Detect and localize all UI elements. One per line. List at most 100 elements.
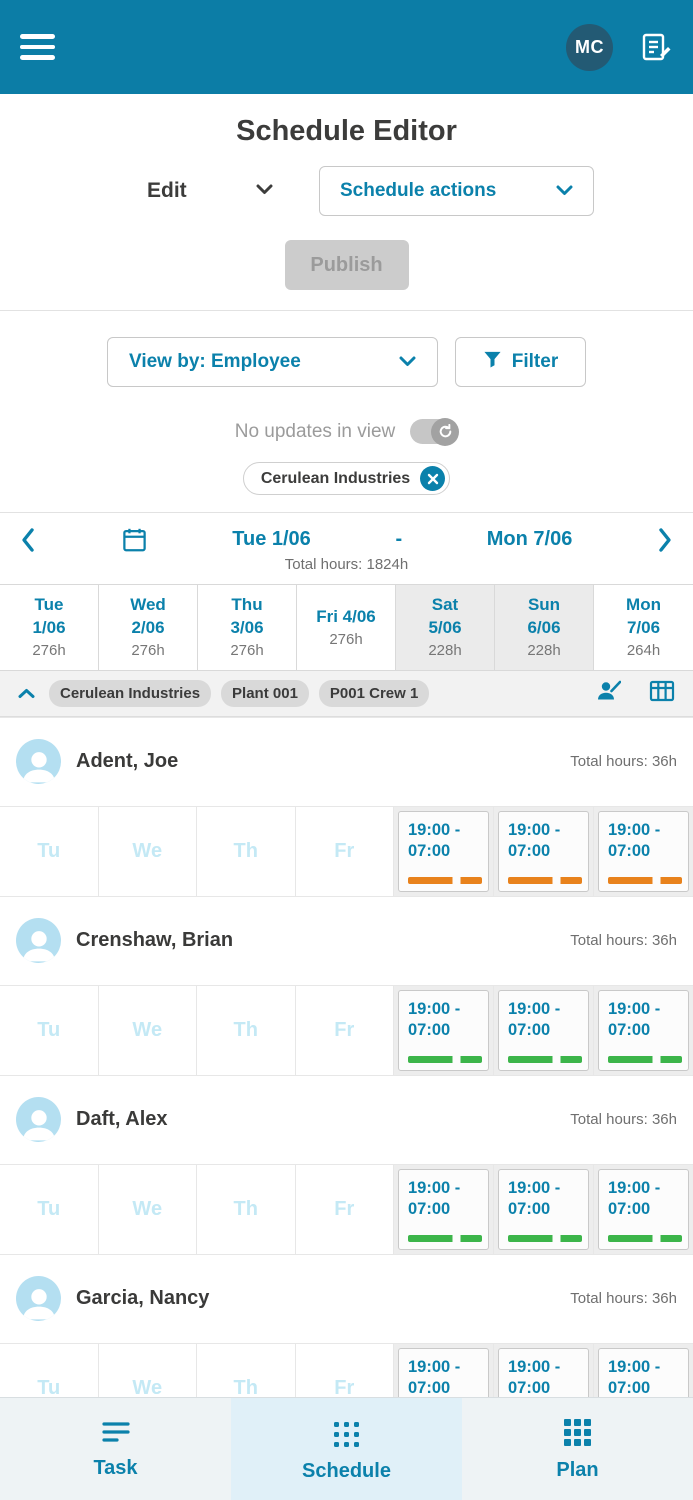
shift-cell[interactable]: 19:00 - 07:00 bbox=[594, 807, 693, 896]
week-day-cell[interactable]: Sat 5/06 228h bbox=[396, 585, 495, 670]
week-day-cell[interactable]: Fri 4/06 276h bbox=[297, 585, 396, 670]
avatar bbox=[16, 1276, 61, 1321]
employee-row-header: Garcia, Nancy Total hours: 36h bbox=[0, 1255, 693, 1343]
empty-day-cell[interactable]: Fr bbox=[296, 807, 394, 896]
tab-schedule[interactable]: Schedule bbox=[231, 1398, 462, 1500]
view-by-dropdown[interactable]: View by: Employee bbox=[107, 337, 438, 387]
filter-block: View by: Employee Filter No updates in v… bbox=[0, 311, 693, 513]
no-updates-label: No updates in view bbox=[234, 420, 396, 442]
shift-cell[interactable]: 19:00 - 07:00 bbox=[394, 1165, 494, 1254]
schedule-icon bbox=[334, 1422, 359, 1447]
schedule-actions-button[interactable]: Schedule actions bbox=[319, 166, 594, 216]
worksheet-icon[interactable] bbox=[639, 31, 673, 63]
empty-day-cell[interactable]: We bbox=[99, 1165, 197, 1254]
app-header: MC bbox=[0, 0, 693, 94]
menu-icon[interactable] bbox=[20, 34, 55, 60]
employee-total-hours: Total hours: 36h bbox=[570, 932, 677, 949]
employee-shift-grid: Tu We Th Fr 19:00 - 07:00 19:00 - 07:00 … bbox=[0, 806, 693, 896]
tab-task-label: Task bbox=[93, 1457, 138, 1479]
employee-row-header: Adent, Joe Total hours: 36h bbox=[0, 718, 693, 806]
edit-dropdown[interactable]: Edit bbox=[99, 179, 281, 203]
shift-cell[interactable]: 19:00 - 07:00 bbox=[594, 1165, 693, 1254]
filter-label: Filter bbox=[511, 351, 559, 372]
hide-empty-employees-icon[interactable] bbox=[595, 679, 622, 708]
week-start-date[interactable]: Tue 1/06 bbox=[232, 528, 311, 550]
previous-week-icon[interactable] bbox=[20, 527, 36, 553]
updates-toggle[interactable] bbox=[410, 417, 460, 446]
employee-row-header: Crenshaw, Brian Total hours: 36h bbox=[0, 897, 693, 985]
plan-icon bbox=[564, 1419, 591, 1446]
filter-icon bbox=[483, 350, 502, 375]
date-range-dash: - bbox=[395, 528, 403, 550]
empty-day-cell[interactable]: Fr bbox=[296, 1165, 394, 1254]
filter-chip-label: Cerulean Industries bbox=[260, 469, 411, 487]
shift-status-bar bbox=[408, 1056, 482, 1063]
week-end-date[interactable]: Mon 7/06 bbox=[486, 528, 573, 550]
shift-status-bar bbox=[508, 1056, 582, 1063]
empty-day-cell[interactable]: Th bbox=[197, 1344, 296, 1433]
empty-day-cell[interactable]: We bbox=[99, 807, 197, 896]
week-day-cell[interactable]: Sun 6/06 228h bbox=[495, 585, 594, 670]
date-navigation: Tue 1/06 - Mon 7/06 Total hours: 1824h bbox=[0, 513, 693, 584]
empty-day-cell[interactable]: Fr bbox=[296, 1344, 394, 1433]
chevron-down-icon bbox=[556, 180, 573, 202]
empty-day-cell[interactable]: Tu bbox=[0, 986, 99, 1075]
empty-day-cell[interactable]: Th bbox=[197, 807, 296, 896]
shift-cell[interactable]: 19:00 - 07:00 bbox=[494, 1165, 594, 1254]
empty-day-cell[interactable]: Tu bbox=[0, 1165, 99, 1254]
shift-cell[interactable]: 19:00 - 07:00 bbox=[494, 807, 594, 896]
empty-day-cell[interactable]: Tu bbox=[0, 807, 99, 896]
title-block: Schedule Editor Edit Schedule actions Pu… bbox=[0, 94, 693, 311]
bottom-navigation: Task Schedule Plan bbox=[0, 1397, 693, 1500]
empty-day-cell[interactable]: Fr bbox=[296, 986, 394, 1075]
calendar-icon[interactable] bbox=[121, 526, 148, 553]
group-chip-company: Cerulean Industries bbox=[49, 680, 212, 707]
shift-cell[interactable]: 19:00 - 07:00 bbox=[394, 807, 494, 896]
chevron-down-icon bbox=[399, 351, 416, 373]
table-view-icon[interactable] bbox=[649, 679, 675, 708]
empty-day-cell[interactable]: Th bbox=[197, 1165, 296, 1254]
next-week-icon[interactable] bbox=[657, 527, 673, 553]
group-bar: Cerulean Industries Plant 001 P001 Crew … bbox=[0, 671, 693, 717]
empty-day-cell[interactable]: We bbox=[99, 986, 197, 1075]
chevron-down-icon bbox=[256, 182, 273, 200]
empty-day-cell[interactable]: We bbox=[99, 1344, 197, 1433]
close-icon[interactable] bbox=[420, 466, 446, 491]
week-day-cell[interactable]: Tue 1/06 276h bbox=[0, 585, 99, 670]
empty-day-cell[interactable]: Tu bbox=[0, 1344, 99, 1433]
employee-section: Crenshaw, Brian Total hours: 36h Tu We T… bbox=[0, 896, 693, 1075]
tab-task[interactable]: Task bbox=[0, 1398, 231, 1500]
collapse-group-icon[interactable] bbox=[18, 688, 35, 699]
employee-section: Adent, Joe Total hours: 36h Tu We Th Fr … bbox=[0, 717, 693, 896]
page-title: Schedule Editor bbox=[236, 115, 457, 147]
edit-dropdown-label: Edit bbox=[147, 179, 187, 202]
employee-section: Daft, Alex Total hours: 36h Tu We Th Fr … bbox=[0, 1075, 693, 1254]
tab-plan[interactable]: Plan bbox=[462, 1398, 693, 1500]
employee-row-header: Daft, Alex Total hours: 36h bbox=[0, 1076, 693, 1164]
shift-status-bar bbox=[608, 877, 682, 884]
user-avatar[interactable]: MC bbox=[566, 23, 613, 71]
employee-name: Garcia, Nancy bbox=[76, 1287, 210, 1309]
shift-status-bar bbox=[608, 1235, 682, 1242]
week-day-cell[interactable]: Thu 3/06 276h bbox=[198, 585, 297, 670]
shift-cell[interactable]: 19:00 - 07:00 bbox=[494, 986, 594, 1075]
tab-schedule-label: Schedule bbox=[302, 1460, 391, 1482]
employee-total-hours: Total hours: 36h bbox=[570, 1111, 677, 1128]
avatar bbox=[16, 739, 61, 784]
group-chip-crew: P001 Crew 1 bbox=[318, 680, 430, 707]
week-day-cell[interactable]: Mon 7/06 264h bbox=[594, 585, 693, 670]
employee-shift-grid: Tu We Th Fr 19:00 - 07:00 19:00 - 07:00 … bbox=[0, 985, 693, 1075]
shift-cell[interactable]: 19:00 - 07:00 bbox=[394, 986, 494, 1075]
empty-day-cell[interactable]: Th bbox=[197, 986, 296, 1075]
filter-button[interactable]: Filter bbox=[455, 337, 586, 387]
view-by-label: View by: Employee bbox=[129, 351, 301, 372]
shift-cell[interactable]: 19:00 - 07:00 bbox=[594, 986, 693, 1075]
group-chip-plant: Plant 001 bbox=[221, 680, 309, 707]
refresh-icon bbox=[431, 417, 460, 446]
employee-name: Daft, Alex bbox=[76, 1108, 168, 1130]
shift-status-bar bbox=[508, 1235, 582, 1242]
publish-button[interactable]: Publish bbox=[284, 240, 409, 290]
week-header: Tue 1/06 276h Wed 2/06 276h Thu 3/06 276… bbox=[0, 584, 693, 671]
avatar bbox=[16, 1097, 61, 1142]
week-day-cell[interactable]: Wed 2/06 276h bbox=[99, 585, 198, 670]
